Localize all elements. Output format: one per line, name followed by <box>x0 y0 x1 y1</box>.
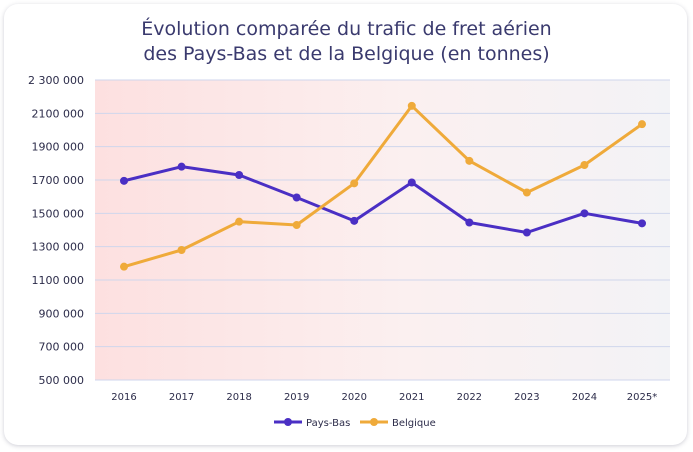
data-point-1 <box>350 179 359 188</box>
legend-label: Pays-Bas <box>306 418 350 429</box>
y-tick-label: 1100 000 <box>32 274 85 287</box>
data-point-0 <box>522 228 531 237</box>
x-tick-label: 2017 <box>169 392 194 403</box>
x-tick-label: 2020 <box>341 392 366 403</box>
data-point-0 <box>120 176 128 185</box>
legend: Pays-Bas Belgique <box>274 418 436 429</box>
y-tick-label: 1900 000 <box>32 141 85 154</box>
series-line-1 <box>123 104 643 269</box>
x-tick-label: 2024 <box>572 392 597 403</box>
x-axis-ticks: 2016 2017 2018 2019 2020 2021 2022 2023 2024 2025… <box>111 392 657 403</box>
data-point-0 <box>638 219 646 228</box>
y-axis-ticks: 500 000 700 000 900 000 1100 000 1300 000 150… <box>28 74 84 387</box>
y-tick-label: 1300 000 <box>32 241 85 254</box>
legend-swatch-marker <box>284 418 292 426</box>
x-tick-label: 2018 <box>226 392 251 403</box>
data-point-1 <box>465 156 474 165</box>
y-tick-label: 2 300 000 <box>28 74 84 87</box>
y-tick-label: 1500 000 <box>32 207 85 220</box>
data-point-0 <box>407 178 416 187</box>
data-point-1 <box>638 120 646 129</box>
x-tick-label: 2019 <box>284 392 309 403</box>
data-point-0 <box>292 193 301 202</box>
data-point-0 <box>350 216 359 225</box>
y-tick-label: 700 000 <box>39 341 85 354</box>
y-tick-label: 500 000 <box>39 374 85 387</box>
x-tick-label: 2025* <box>627 392 657 403</box>
data-point-1 <box>235 217 244 226</box>
x-tick-label: 2023 <box>514 392 539 403</box>
data-point-1 <box>120 262 128 271</box>
chart-title-line-1: Évolution comparée du trafic de fret aér… <box>141 18 552 40</box>
data-point-1 <box>407 101 416 110</box>
x-tick-label: 2022 <box>457 392 482 403</box>
series-points <box>120 101 646 271</box>
data-point-1 <box>292 221 301 229</box>
y-tick-label: 1700 000 <box>32 174 85 187</box>
legend-label: Belgique <box>392 418 436 429</box>
data-point-1 <box>177 246 186 254</box>
plot-area-background <box>95 80 670 380</box>
series-line-0 <box>123 165 643 234</box>
x-tick-label: 2021 <box>399 392 424 403</box>
y-tick-label: 900 000 <box>39 307 85 320</box>
chart-title-line-2: des Pays-Bas et de la Belgique (en tonne… <box>143 43 550 65</box>
legend-swatch-marker <box>370 418 378 426</box>
y-tick-label: 2100 000 <box>32 107 85 120</box>
data-point-0 <box>235 171 244 179</box>
x-tick-label: 2016 <box>111 392 136 403</box>
data-point-1 <box>580 161 589 169</box>
data-point-0 <box>465 218 474 227</box>
data-point-1 <box>522 188 531 197</box>
series-lines <box>123 104 643 269</box>
data-point-0 <box>177 162 186 171</box>
data-point-0 <box>580 209 589 218</box>
